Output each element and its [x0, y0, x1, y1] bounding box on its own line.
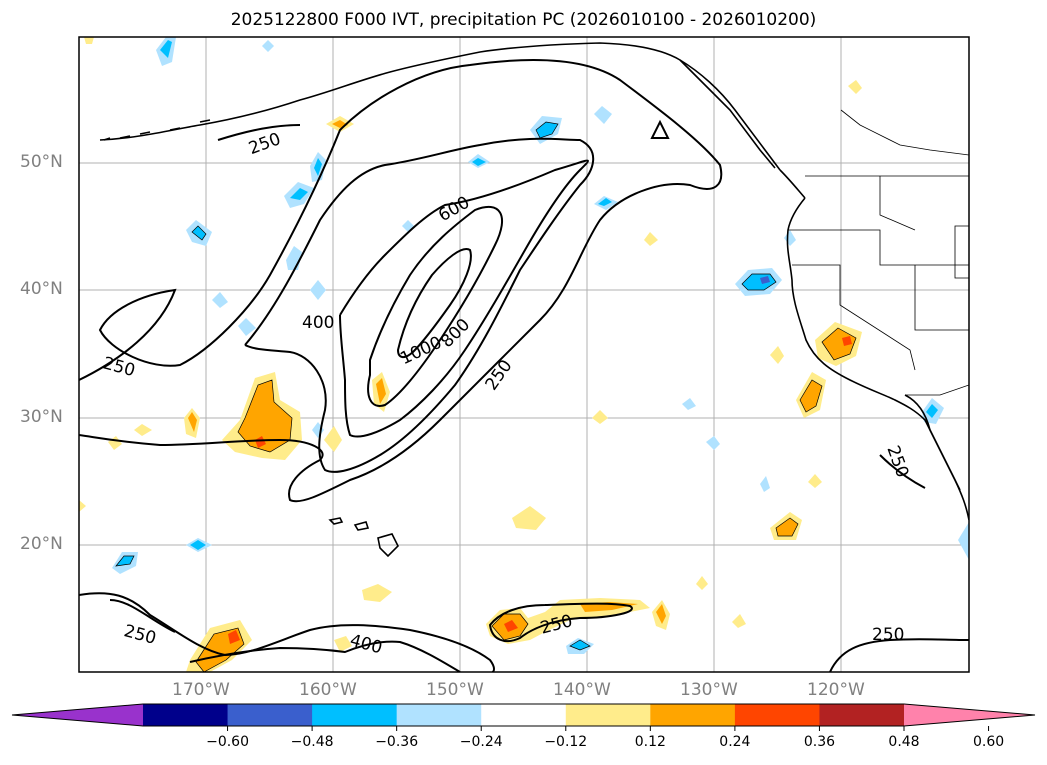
colorbar-extension-max [904, 704, 1035, 726]
lat-label-40n: 40°N [20, 279, 63, 299]
colorbar-swatch [312, 704, 397, 726]
lat-label-50n: 50°N [20, 152, 63, 172]
lon-label-170w: 170°W [172, 680, 230, 700]
colorbar-swatch [143, 704, 228, 726]
colorbar-tick-label: 0.36 [804, 734, 835, 750]
colorbar-swatch [650, 704, 735, 726]
colorbar-tick-label: −0.48 [291, 734, 334, 750]
contour-label: 400 [302, 313, 334, 333]
lat-label-30n: 30°N [20, 407, 63, 427]
colorbar-tick-label: −0.60 [206, 734, 249, 750]
lon-label-150w: 150°W [426, 680, 484, 700]
contour-label: 250 [872, 625, 904, 645]
lat-label-20n: 20°N [20, 534, 63, 554]
colorbar [12, 704, 1035, 731]
lon-label-160w: 160°W [299, 680, 357, 700]
colorbar-tick-label: 0.60 [973, 734, 1004, 750]
colorbar-swatch [481, 704, 566, 726]
colorbar-tick-label: 0.12 [635, 734, 666, 750]
lon-label-140w: 140°W [553, 680, 611, 700]
colorbar-swatch [735, 704, 820, 726]
colorbar-tick-label: 0.24 [719, 734, 750, 750]
lon-label-130w: 130°W [680, 680, 738, 700]
colorbar-swatch [397, 704, 482, 726]
colorbar-swatch [228, 704, 313, 726]
colorbar-tick-label: −0.12 [544, 734, 587, 750]
colorbar-tick-label: −0.24 [460, 734, 503, 750]
colorbar-swatch [566, 704, 651, 726]
lon-label-120w: 120°W [807, 680, 865, 700]
colorbar-tick-label: 0.48 [888, 734, 919, 750]
colorbar-swatch [819, 704, 904, 726]
colorbar-extension-min [12, 704, 143, 726]
colorbar-tick-label: −0.36 [375, 734, 418, 750]
